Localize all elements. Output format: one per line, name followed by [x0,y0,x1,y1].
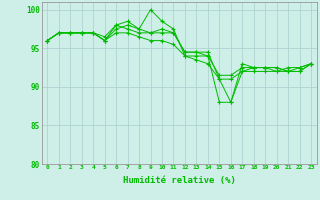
X-axis label: Humidité relative (%): Humidité relative (%) [123,176,236,185]
